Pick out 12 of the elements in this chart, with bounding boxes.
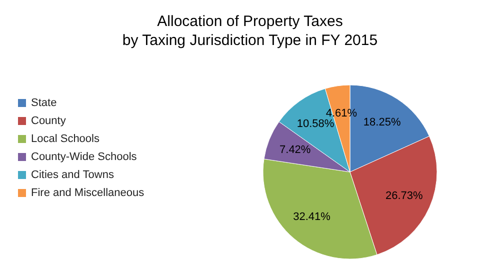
data-label: 18.25% xyxy=(363,116,401,128)
data-label: 7.42% xyxy=(280,144,311,156)
legend-label: State xyxy=(31,96,57,111)
chart-title: Allocation of Property Taxes by Taxing Jurisdiction Type in FY 2015 xyxy=(121,12,379,50)
data-label: 10.58% xyxy=(296,118,334,130)
data-label: 32.41% xyxy=(293,211,331,224)
legend-label: Cities and Towns xyxy=(31,168,114,183)
legend-label: County xyxy=(31,114,66,129)
legend-label: Local Schools xyxy=(31,132,100,147)
data-label: 26.73% xyxy=(385,190,423,202)
legend-label: County-Wide Schools xyxy=(31,150,137,165)
legend-label: Fire and Miscellaneous xyxy=(31,186,144,201)
